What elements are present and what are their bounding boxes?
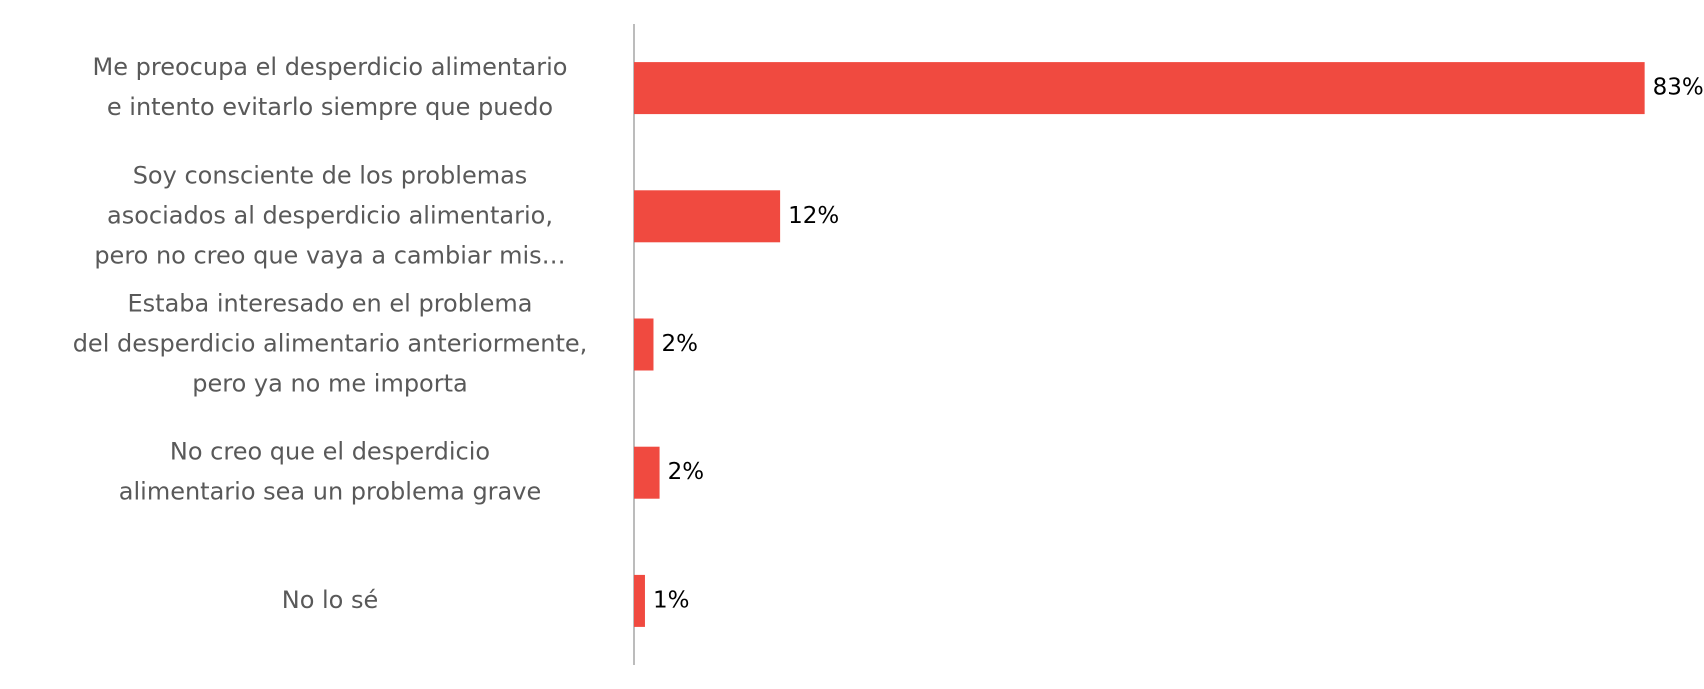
- value-label: 2%: [661, 331, 698, 357]
- category-label: No lo sé: [282, 586, 379, 614]
- bar: [634, 574, 645, 627]
- category-label: Soy consciente de los problemas: [133, 161, 528, 189]
- bar: [634, 62, 1645, 115]
- bar: [634, 446, 660, 499]
- category-label: del desperdicio alimentario anteriorment…: [73, 330, 588, 358]
- category-label: No creo que el desperdicio: [170, 438, 490, 466]
- value-label: 12%: [788, 203, 839, 229]
- category-label: Me preocupa el desperdicio alimentario: [93, 53, 568, 81]
- bar: [634, 190, 781, 243]
- category-label: alimentario sea un problema grave: [119, 478, 541, 506]
- value-label: 83%: [1653, 75, 1704, 101]
- category-label: pero no creo que vaya a cambiar mis…: [94, 241, 565, 269]
- value-label: 2%: [668, 459, 705, 485]
- value-label: 1%: [653, 587, 690, 613]
- category-label: asociados al desperdicio alimentario,: [107, 201, 553, 229]
- category-label: pero ya no me importa: [192, 370, 467, 398]
- category-label: e intento evitarlo siempre que puedo: [107, 93, 553, 121]
- bar: [634, 318, 654, 371]
- category-label: Estaba interesado en el problema: [128, 290, 533, 318]
